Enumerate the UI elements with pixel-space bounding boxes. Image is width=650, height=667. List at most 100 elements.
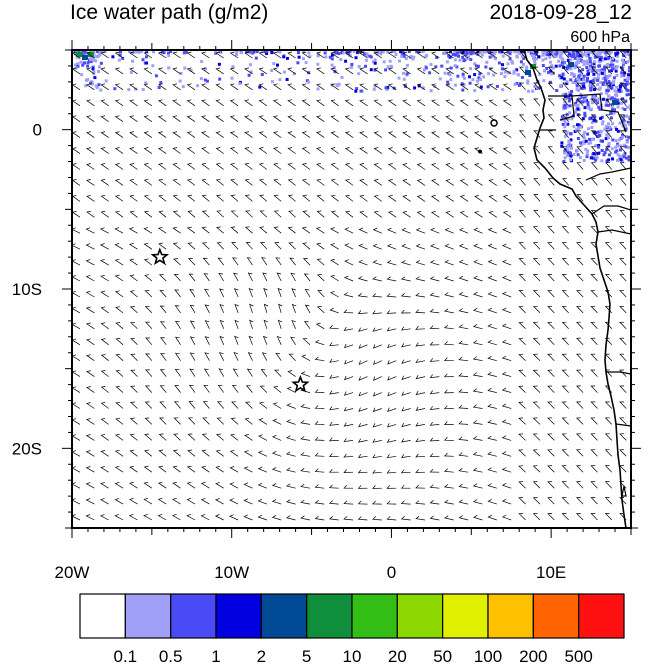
wind-barb	[273, 210, 282, 218]
wind-barb	[300, 371, 311, 377]
ice-pixel	[606, 57, 610, 61]
wind-barb	[328, 437, 339, 442]
ice-pixel	[551, 53, 555, 56]
wind-barb	[214, 498, 224, 505]
wind-barb	[172, 242, 181, 250]
ice-pixel	[581, 100, 585, 104]
ice-pixel	[533, 85, 537, 88]
ice-pixel	[576, 107, 580, 111]
wind-barb	[231, 401, 239, 409]
wind-barb	[429, 515, 440, 521]
wind-barb	[115, 369, 124, 377]
wind-barb	[329, 421, 339, 426]
wind-barb	[218, 368, 225, 377]
ice-pixel	[562, 77, 566, 81]
wind-barb	[386, 243, 397, 250]
ice-pixel	[628, 77, 631, 81]
ice-pixel	[471, 78, 475, 81]
wind-barb	[358, 259, 368, 266]
ice-pixel	[74, 63, 78, 67]
ice-pixel	[477, 76, 481, 80]
wind-barb	[533, 162, 541, 170]
ice-pixel	[601, 76, 605, 80]
wind-barb	[157, 131, 167, 138]
wind-barb	[316, 306, 325, 314]
wind-barb	[445, 210, 454, 218]
wind-barb	[157, 513, 167, 521]
wind-barb	[415, 260, 426, 266]
wind-barb	[329, 342, 339, 347]
ice-pixel	[91, 56, 95, 60]
wind-barb	[501, 339, 512, 346]
wind-barb	[400, 293, 411, 298]
wind-barb	[502, 163, 512, 170]
wind-barb	[401, 227, 411, 234]
wind-barb	[344, 147, 354, 154]
ice-pixel	[577, 69, 581, 73]
ice-pixel	[598, 107, 602, 111]
wind-barb	[518, 465, 526, 473]
wind-barb	[157, 226, 167, 234]
wind-barb	[472, 388, 483, 393]
wind-barb	[619, 194, 627, 202]
wind-barb	[487, 435, 497, 441]
wind-barb	[590, 321, 598, 330]
wind-barb	[330, 51, 339, 59]
ice-pixel	[459, 50, 463, 53]
wind-barb	[502, 115, 512, 122]
ice-pixel	[577, 74, 581, 78]
ice-pixel	[575, 148, 579, 152]
wind-barb	[272, 131, 282, 138]
wind-barb	[86, 402, 95, 409]
wind-barb	[219, 288, 225, 298]
ice-pixel	[476, 52, 480, 56]
ice-pixel	[561, 72, 565, 76]
ice-pixel	[386, 50, 390, 54]
wind-barb	[215, 131, 224, 138]
wind-barb	[172, 83, 181, 91]
ice-pixel	[628, 93, 631, 96]
ice-pixel	[307, 80, 311, 84]
wind-barb	[518, 481, 526, 489]
wind-barb	[547, 274, 555, 282]
wind-barb	[576, 289, 584, 298]
wind-barb	[357, 454, 368, 458]
ice-pixel	[607, 136, 610, 140]
wind-barb	[576, 433, 584, 441]
ice-pixel	[525, 70, 531, 75]
ice-pixel	[560, 144, 564, 148]
wind-barb	[229, 498, 239, 505]
ice-pixel	[560, 76, 564, 80]
wind-barb	[445, 83, 454, 91]
ice-pixel	[579, 100, 583, 104]
ice-pixel	[618, 121, 622, 125]
wind-barb	[458, 436, 469, 441]
ice-pixel	[429, 62, 433, 66]
ice-pixel	[217, 62, 221, 66]
ice-pixel	[607, 122, 610, 126]
wind-barb	[215, 482, 224, 489]
wind-barb	[473, 259, 483, 266]
ice-pixel	[182, 51, 186, 55]
wind-barb	[359, 99, 368, 107]
wind-barb	[358, 407, 368, 412]
star-marker	[150, 247, 170, 266]
ice-pixel	[579, 143, 583, 147]
wind-barb	[576, 98, 584, 107]
wind-barb	[487, 291, 497, 298]
ice-pixel	[569, 154, 573, 158]
wind-barb	[85, 274, 95, 282]
wind-barb	[302, 242, 311, 250]
wind-barb	[129, 481, 138, 489]
ice-pixel	[469, 67, 473, 71]
wind-barb	[590, 385, 598, 393]
wind-barb	[576, 274, 584, 282]
ice-pixel	[618, 90, 622, 94]
wind-barb	[229, 131, 239, 138]
wind-barb	[114, 99, 124, 107]
ice-pixel	[616, 144, 620, 148]
ice-pixel	[440, 64, 444, 68]
ice-pixel	[581, 68, 585, 72]
wind-barb	[474, 67, 483, 75]
wind-barb	[129, 51, 138, 59]
